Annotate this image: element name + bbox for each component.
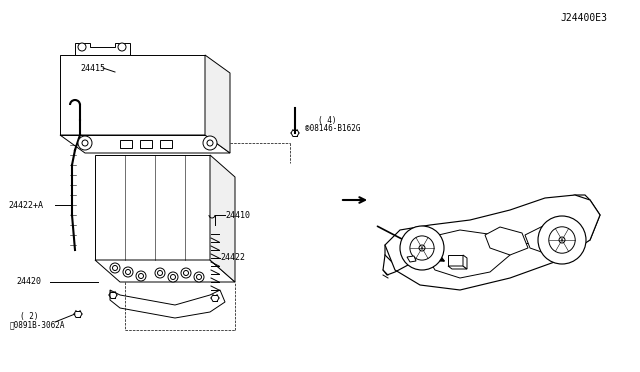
Text: 24422: 24422 [220,253,245,263]
Circle shape [410,236,434,260]
Circle shape [548,227,575,253]
Polygon shape [210,155,235,282]
Circle shape [123,267,133,277]
Polygon shape [485,227,528,255]
Circle shape [110,263,120,273]
Text: 24415: 24415 [80,64,105,73]
Circle shape [181,268,191,278]
Bar [60,55,205,135]
Circle shape [538,216,586,264]
Text: 24422+A: 24422+A [8,201,43,209]
Polygon shape [385,195,600,270]
Text: 24420: 24420 [16,278,41,286]
Circle shape [82,140,88,146]
Circle shape [78,43,86,51]
Circle shape [157,270,163,276]
Polygon shape [448,266,467,269]
Circle shape [136,271,146,281]
Circle shape [194,272,204,282]
Circle shape [78,136,92,150]
Circle shape [168,272,178,282]
Bar [448,255,463,266]
Circle shape [125,269,131,275]
Circle shape [559,237,565,243]
Bar [120,140,132,148]
Text: ®08146-B162G: ®08146-B162G [305,124,360,132]
Polygon shape [463,255,467,269]
Circle shape [400,226,444,270]
Polygon shape [420,230,510,278]
Circle shape [207,140,213,146]
Circle shape [203,136,217,150]
Polygon shape [407,256,416,262]
Text: ( 4): ( 4) [318,115,337,125]
Circle shape [196,275,202,279]
Polygon shape [110,290,225,318]
Text: 24410: 24410 [225,211,250,219]
Polygon shape [60,135,230,153]
Circle shape [118,43,126,51]
Bar [160,140,172,148]
Text: ( 2): ( 2) [20,312,38,321]
Circle shape [419,245,425,251]
Circle shape [170,275,175,279]
Text: ⓝ0891B-3062A: ⓝ0891B-3062A [10,321,65,330]
Circle shape [138,273,143,279]
Text: J24400E3: J24400E3 [560,13,607,23]
Bar [140,140,152,148]
Circle shape [155,268,165,278]
Bar [95,155,210,260]
Circle shape [113,266,118,270]
Polygon shape [385,195,600,290]
Polygon shape [525,225,570,255]
Polygon shape [205,55,230,153]
Circle shape [184,270,189,276]
Polygon shape [75,43,130,55]
Polygon shape [95,260,235,282]
